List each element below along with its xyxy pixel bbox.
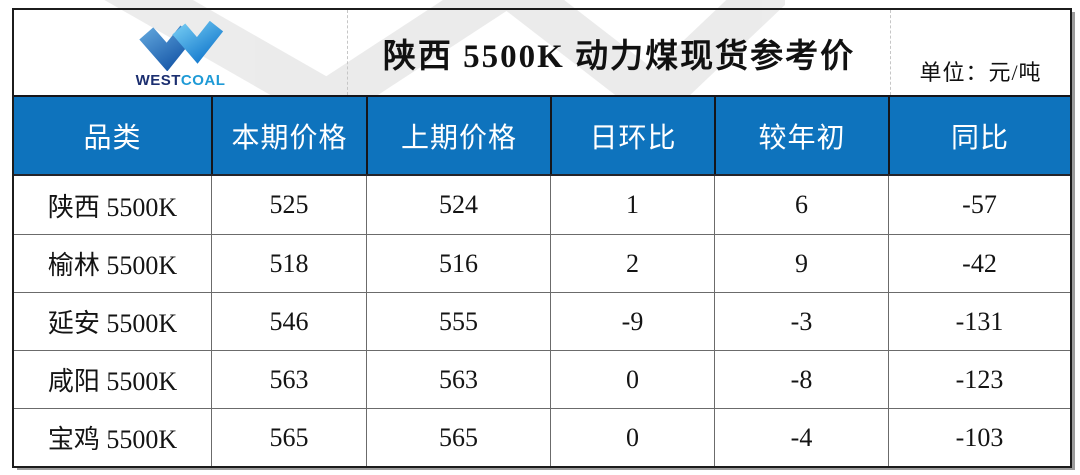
column-header: 本期价格 xyxy=(211,97,366,174)
value-cell: 555 xyxy=(366,293,550,350)
value-cell: 563 xyxy=(366,351,550,408)
value-cell: 0 xyxy=(550,351,714,408)
value-cell: 1 xyxy=(550,176,714,234)
value-cell: -131 xyxy=(888,293,1070,350)
price-table: WESTCOAL 陕西 5500K 动力煤现货参考价 单位：元/吨 品类 本期价格… xyxy=(12,8,1072,468)
value-cell: -4 xyxy=(714,409,888,466)
column-header: 较年初 xyxy=(714,97,888,174)
category-cell: 延安 5500K xyxy=(47,309,178,338)
value-cell: 565 xyxy=(211,409,366,466)
value-cell: 524 xyxy=(366,176,550,234)
table-row: 咸阳 5500K 563 563 0 -8 -123 xyxy=(14,350,1070,408)
page-title: 陕西 5500K 动力煤现货参考价 xyxy=(347,10,890,95)
value-cell: 2 xyxy=(550,235,714,292)
value-cell: 6 xyxy=(714,176,888,234)
category-cell: 榆林 5500K xyxy=(47,251,178,280)
column-header: 日环比 xyxy=(550,97,714,174)
value-cell: 565 xyxy=(366,409,550,466)
unit-label: 单位：元/吨 xyxy=(890,10,1070,95)
category-cell: 咸阳 5500K xyxy=(47,367,178,396)
value-cell: 9 xyxy=(714,235,888,292)
column-header-row: 品类 本期价格 上期价格 日环比 较年初 同比 xyxy=(14,95,1070,176)
value-cell: -3 xyxy=(714,293,888,350)
value-cell: -8 xyxy=(714,351,888,408)
value-cell: 518 xyxy=(211,235,366,292)
category-cell: 陕西 5500K xyxy=(47,192,178,222)
table-row: 榆林 5500K 518 516 2 9 -42 xyxy=(14,234,1070,292)
value-cell: -57 xyxy=(888,176,1070,234)
value-cell: 516 xyxy=(366,235,550,292)
table-header-band: WESTCOAL 陕西 5500K 动力煤现货参考价 单位：元/吨 xyxy=(14,10,1070,95)
value-cell: -103 xyxy=(888,409,1070,466)
logo-cell: WESTCOAL xyxy=(14,10,347,95)
value-cell: -123 xyxy=(888,351,1070,408)
table-body: 陕西 5500K 525 524 1 6 -57 榆林 5500K 518 516 2 9 -42 延安… xyxy=(14,176,1070,466)
table-row: 延安 5500K 546 555 -9 -3 -131 xyxy=(14,292,1070,350)
column-header: 上期价格 xyxy=(366,97,550,174)
brand-name: WESTCOAL xyxy=(136,73,226,88)
value-cell: 525 xyxy=(211,176,366,234)
category-cell: 宝鸡 5500K xyxy=(47,425,178,454)
value-cell: 0 xyxy=(550,409,714,466)
table-row: 宝鸡 5500K 565 565 0 -4 -103 xyxy=(14,408,1070,466)
value-cell: -9 xyxy=(550,293,714,350)
value-cell: 546 xyxy=(211,293,366,350)
table-row: 陕西 5500K 525 524 1 6 -57 xyxy=(14,176,1070,234)
column-header: 同比 xyxy=(888,97,1070,174)
westcoal-logo-icon xyxy=(138,21,223,71)
brand-coal: COAL xyxy=(180,72,226,89)
value-cell: 563 xyxy=(211,351,366,408)
value-cell: -42 xyxy=(888,235,1070,292)
brand-west: WEST xyxy=(135,72,181,89)
column-header: 品类 xyxy=(83,122,142,154)
